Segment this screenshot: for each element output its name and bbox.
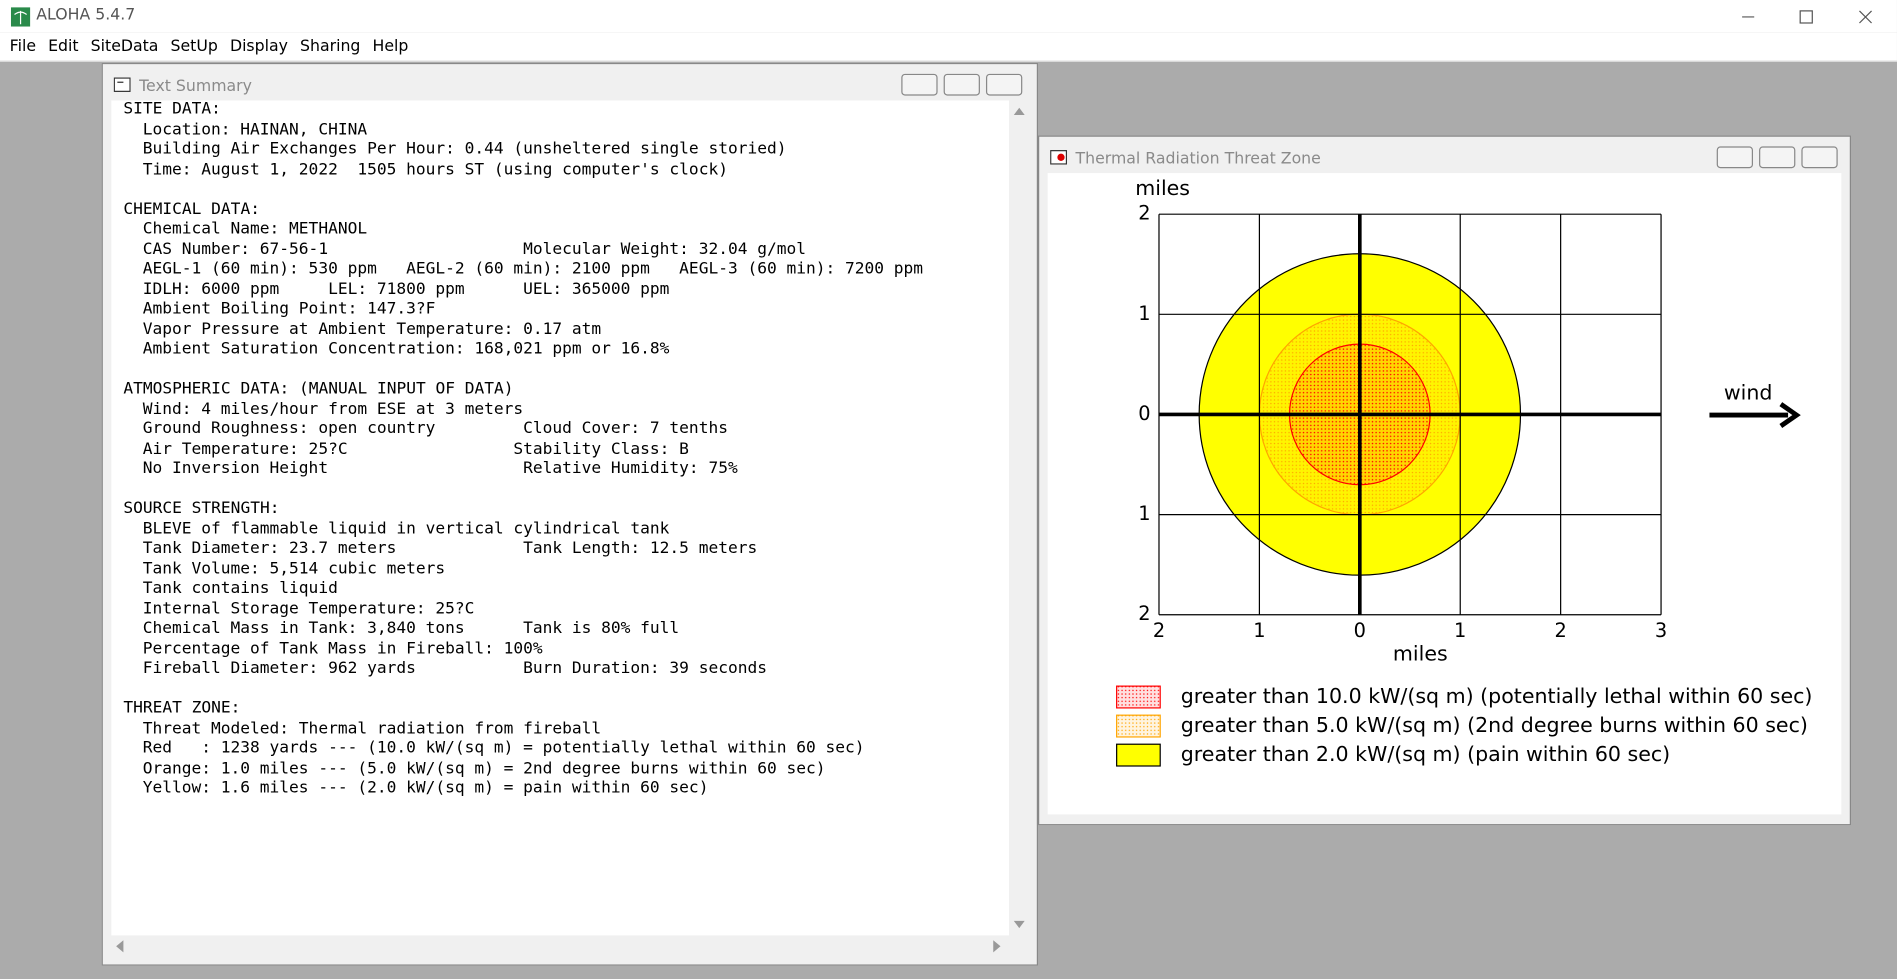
y-tick-label: 0 <box>1138 402 1150 425</box>
summary-section: ATMOSPHERIC DATA: (MANUAL INPUT OF DATA)… <box>123 380 1009 480</box>
summary-line: Chemical Mass in Tank: 3,840 tons Tank i… <box>142 619 680 638</box>
summary-line: Fireball Diameter: 962 yards Burn Durati… <box>142 659 767 678</box>
window-title: Thermal Radiation Threat Zone <box>1075 150 1321 169</box>
summary-line: Wind: 4 miles/hour from ESE at 3 meters <box>142 399 524 419</box>
summary-line: Chemical Name: METHANOL <box>142 220 368 239</box>
legend-swatch <box>1116 743 1161 767</box>
legend-label: greater than 10.0 kW/(sq m) (potentially… <box>1181 684 1813 708</box>
y-tick-label: 1 <box>1138 302 1150 325</box>
threat-zone-chart: greater than 2.0 kW/(sq m) (pain within … <box>1047 173 1842 815</box>
window-icon <box>1050 150 1068 165</box>
wind-label: wind <box>1724 380 1773 404</box>
menu-item[interactable]: Sharing <box>300 37 361 56</box>
summary-line: Building Air Exchanges Per Hour: 0.44 (u… <box>142 140 787 159</box>
section-heading: ATMOSPHERIC DATA: (MANUAL INPUT OF DATA) <box>123 379 514 399</box>
summary-line: Ground Roughness: open country Cloud Cov… <box>142 419 728 439</box>
summary-text: SITE DATA: Location: HAINAN, CHINA Buildin… <box>111 100 1009 799</box>
window-title: Text Summary <box>139 77 252 96</box>
y-tick-label: 2 <box>1138 202 1150 225</box>
x-tick-label: 0 <box>1354 619 1366 642</box>
close-button[interactable] <box>985 73 1023 96</box>
summary-line: IDLH: 6000 ppm LEL: 71800 ppm UEL: 36500… <box>142 280 670 299</box>
x-tick-label: 2 <box>1153 619 1165 642</box>
summary-line: Air Temperature: 25?C Stability Class: B <box>142 439 689 459</box>
summary-section: SITE DATA: Location: HAINAN, CHINA Buildin… <box>123 100 1009 180</box>
section-heading: SOURCE STRENGTH: <box>123 499 280 518</box>
summary-line: BLEVE of flammable liquid in vertical cy… <box>142 519 670 538</box>
summary-line: Ambient Boiling Point: 147.3?F <box>142 300 436 319</box>
window-icon <box>113 77 131 92</box>
legend-label: greater than 2.0 kW/(sq m) (pain within … <box>1181 742 1670 766</box>
summary-line: Percentage of Tank Mass in Fireball: 100… <box>142 639 543 658</box>
close-button[interactable] <box>1801 146 1838 169</box>
menu-bar: File Edit SiteData SetUp Display Sharing Help <box>0 32 1897 62</box>
summary-line: No Inversion Height Relative Humidity: 7… <box>142 459 738 478</box>
menu-item[interactable]: Help <box>372 37 409 56</box>
x-tick-label: 3 <box>1655 619 1667 642</box>
summary-line: Ambient Saturation Concentration: 168,02… <box>142 340 670 359</box>
summary-line: Location: HAINAN, CHINA <box>142 120 368 139</box>
section-heading: SITE DATA: <box>123 100 221 119</box>
maximize-button[interactable] <box>1759 146 1796 169</box>
y-axis-label: miles <box>1135 176 1190 200</box>
x-tick-label: 1 <box>1253 619 1265 642</box>
app-title: ALOHA 5.4.7 <box>36 6 136 25</box>
x-tick-label: 2 <box>1554 619 1566 642</box>
summary-line: Threat Modeled: Thermal radiation from f… <box>142 719 602 738</box>
x-axis-label: miles <box>1393 642 1448 666</box>
summary-line: Vapor Pressure at Ambient Temperature: 0… <box>142 320 602 339</box>
legend-label: greater than 5.0 kW/(sq m) (2nd degree b… <box>1181 713 1808 737</box>
app-icon <box>10 7 31 27</box>
maximize-button[interactable] <box>943 73 980 96</box>
summary-section: CHEMICAL DATA: Chemical Name: METHANOL CAS… <box>123 200 1009 360</box>
menu-item[interactable]: File <box>9 37 37 56</box>
summary-line: Tank contains liquid <box>142 579 338 598</box>
summary-line: AEGL-1 (60 min): 530 ppm AEGL-2 (60 min)… <box>142 260 924 279</box>
section-heading: CHEMICAL DATA: <box>123 200 260 219</box>
menu-item[interactable]: Edit <box>48 37 79 56</box>
summary-line: Orange: 1.0 miles --- (5.0 kW/(sq m) = 2… <box>142 759 826 778</box>
text-summary-body: SITE DATA: Location: HAINAN, CHINA Buildin… <box>111 100 1009 936</box>
summary-line: CAS Number: 67-56-1 Molecular Weight: 32… <box>142 240 806 259</box>
app-title-bar: ALOHA 5.4.7 <box>0 0 1897 33</box>
horizontal-scrollbar[interactable] <box>111 935 1009 958</box>
wind-arrowhead <box>1779 402 1801 428</box>
summary-section: THREAT ZONE: Threat Modeled: Thermal radi… <box>123 699 1009 799</box>
menu-item[interactable]: Display <box>229 37 288 56</box>
summary-section: SOURCE STRENGTH: BLEVE of flammable liqui… <box>123 500 1009 680</box>
minimize-button[interactable] <box>1716 146 1754 169</box>
summary-line: Red : 1238 yards --- (10.0 kW/(sq m) = p… <box>142 739 865 758</box>
section-heading: THREAT ZONE: <box>123 699 241 718</box>
menu-item[interactable]: SiteData <box>90 37 159 56</box>
summary-line: Yellow: 1.6 miles --- (2.0 kW/(sq m) = p… <box>142 779 709 798</box>
menu-item[interactable]: SetUp <box>170 37 218 56</box>
y-tick-label: 2 <box>1138 602 1150 625</box>
window-controls[interactable] <box>1730 5 1887 29</box>
vertical-scrollbar[interactable] <box>1008 100 1030 958</box>
summary-line: Tank Diameter: 23.7 meters Tank Length: … <box>142 539 758 558</box>
legend-swatch <box>1116 685 1161 709</box>
minimize-button[interactable] <box>901 73 938 96</box>
summary-line: Time: August 1, 2022 1505 hours ST (usin… <box>142 160 728 179</box>
summary-line: Tank Volume: 5,514 cubic meters <box>142 559 446 578</box>
y-tick-label: 1 <box>1138 502 1150 525</box>
summary-line: Internal Storage Temperature: 25?C <box>142 599 475 618</box>
legend-swatch <box>1116 714 1161 738</box>
x-tick-label: 1 <box>1454 619 1466 642</box>
